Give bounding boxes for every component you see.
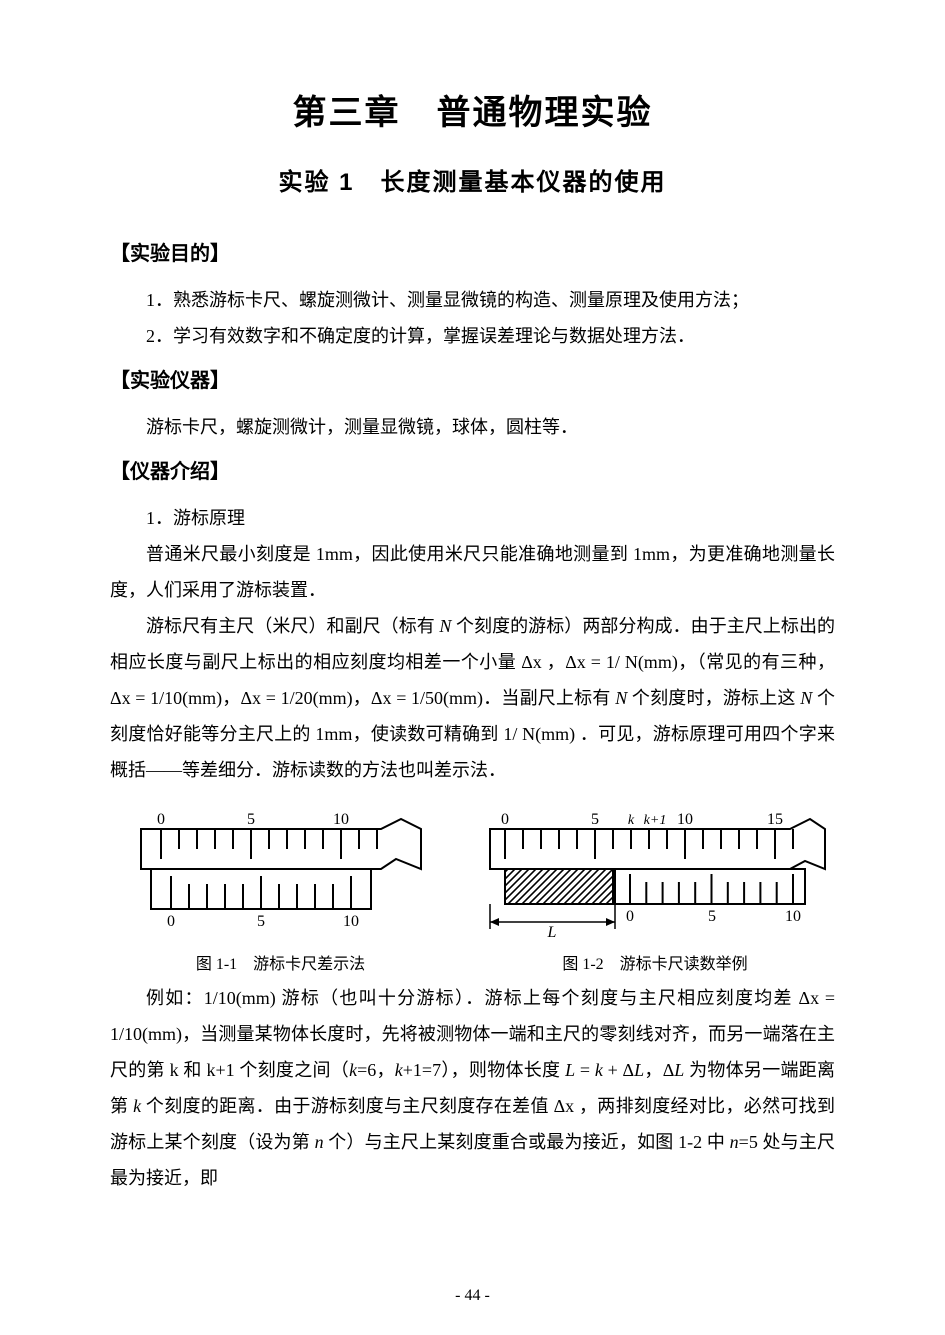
symbol-k-2: k xyxy=(395,1060,403,1080)
figures-row: 0 5 10 0 5 10 图 1-1 游标卡尺差示法 0 5 k k+1 10… xyxy=(110,804,835,974)
svg-text:0: 0 xyxy=(167,913,175,930)
section-objective-heading: 【实验目的】 xyxy=(110,237,835,266)
intro-para1: 普通米尺最小刻度是 1mm，因此使用米尺只能准确地测量到 1mm，为更准确地测量… xyxy=(110,536,835,608)
experiment-title: 实验 1 长度测量基本仪器的使用 xyxy=(110,162,835,197)
para2-frag-c: 个刻度时，游标上这 xyxy=(627,688,800,708)
figure-2-svg: 0 5 k k+1 10 15 0 5 10 L xyxy=(475,804,835,944)
para3-frag-e: + Δ xyxy=(603,1060,634,1080)
para2-frag-a: 游标尺有主尺（米尺）和副尺（标有 xyxy=(146,616,439,636)
para3-frag-d: = xyxy=(575,1060,595,1080)
section-apparatus-heading: 【实验仪器】 xyxy=(110,364,835,393)
figure-1-box: 0 5 10 0 5 10 图 1-1 游标卡尺差示法 xyxy=(110,804,451,974)
figure-1-caption: 图 1-1 游标卡尺差示法 xyxy=(196,950,365,974)
svg-text:5: 5 xyxy=(247,811,255,828)
symbol-k-1: k xyxy=(349,1060,357,1080)
svg-text:k: k xyxy=(628,813,635,828)
svg-text:10: 10 xyxy=(343,913,359,930)
objective-item-1: 1．熟悉游标卡尺、螺旋测微计、测量显微镜的构造、测量原理及使用方法； xyxy=(110,282,835,318)
page-number: - 44 - xyxy=(0,1287,945,1305)
para3-frag-b: =6， xyxy=(357,1060,395,1080)
intro-para3: 例如：1/10(mm) 游标（也叫十分游标）．游标上每个刻度与主尺相应刻度均差 … xyxy=(110,980,835,1196)
svg-text:10: 10 xyxy=(785,908,801,925)
symbol-L-2: L xyxy=(634,1060,644,1080)
para3-frag-c: +1=7），则物体长度 xyxy=(403,1060,565,1080)
svg-text:0: 0 xyxy=(501,811,509,828)
intro-para2: 游标尺有主尺（米尺）和副尺（标有 N 个刻度的游标）两部分构成．由于主尺上标出的… xyxy=(110,608,835,788)
figure-2-caption: 图 1-2 游标卡尺读数举例 xyxy=(562,950,747,974)
svg-text:5: 5 xyxy=(591,811,599,828)
svg-text:0: 0 xyxy=(626,908,634,925)
apparatus-text: 游标卡尺，螺旋测微计，测量显微镜，球体，圆柱等． xyxy=(110,409,835,445)
symbol-k-4: k xyxy=(133,1096,141,1116)
svg-text:5: 5 xyxy=(257,913,265,930)
intro-subheading: 1．游标原理 xyxy=(110,500,835,536)
symbol-N-3: N xyxy=(800,688,812,708)
objective-item-2: 2．学习有效数字和不确定度的计算，掌握误差理论与数据处理方法． xyxy=(110,318,835,354)
svg-text:0: 0 xyxy=(157,811,165,828)
symbol-N-2: N xyxy=(615,688,627,708)
svg-text:10: 10 xyxy=(333,811,349,828)
svg-text:k+1: k+1 xyxy=(644,813,667,828)
svg-text:10: 10 xyxy=(677,811,693,828)
symbol-n-2: n xyxy=(730,1132,739,1152)
para3-frag-f: ，Δ xyxy=(644,1060,674,1080)
symbol-k-3: k xyxy=(595,1060,603,1080)
chapter-title: 第三章 普通物理实验 xyxy=(110,85,835,134)
para3-frag-i: 个）与主尺上某刻度重合或最为接近，如图 1-2 中 xyxy=(324,1132,730,1152)
section-intro-heading: 【仪器介绍】 xyxy=(110,455,835,484)
figure-2-box: 0 5 k k+1 10 15 0 5 10 L xyxy=(475,804,835,974)
symbol-N-1: N xyxy=(439,616,451,636)
svg-text:5: 5 xyxy=(708,908,716,925)
svg-text:L: L xyxy=(547,924,557,941)
symbol-L-1: L xyxy=(565,1060,575,1080)
symbol-L-3: L xyxy=(674,1060,684,1080)
svg-text:15: 15 xyxy=(767,811,783,828)
figure-1-svg: 0 5 10 0 5 10 xyxy=(121,804,441,944)
symbol-n-1: n xyxy=(315,1132,324,1152)
